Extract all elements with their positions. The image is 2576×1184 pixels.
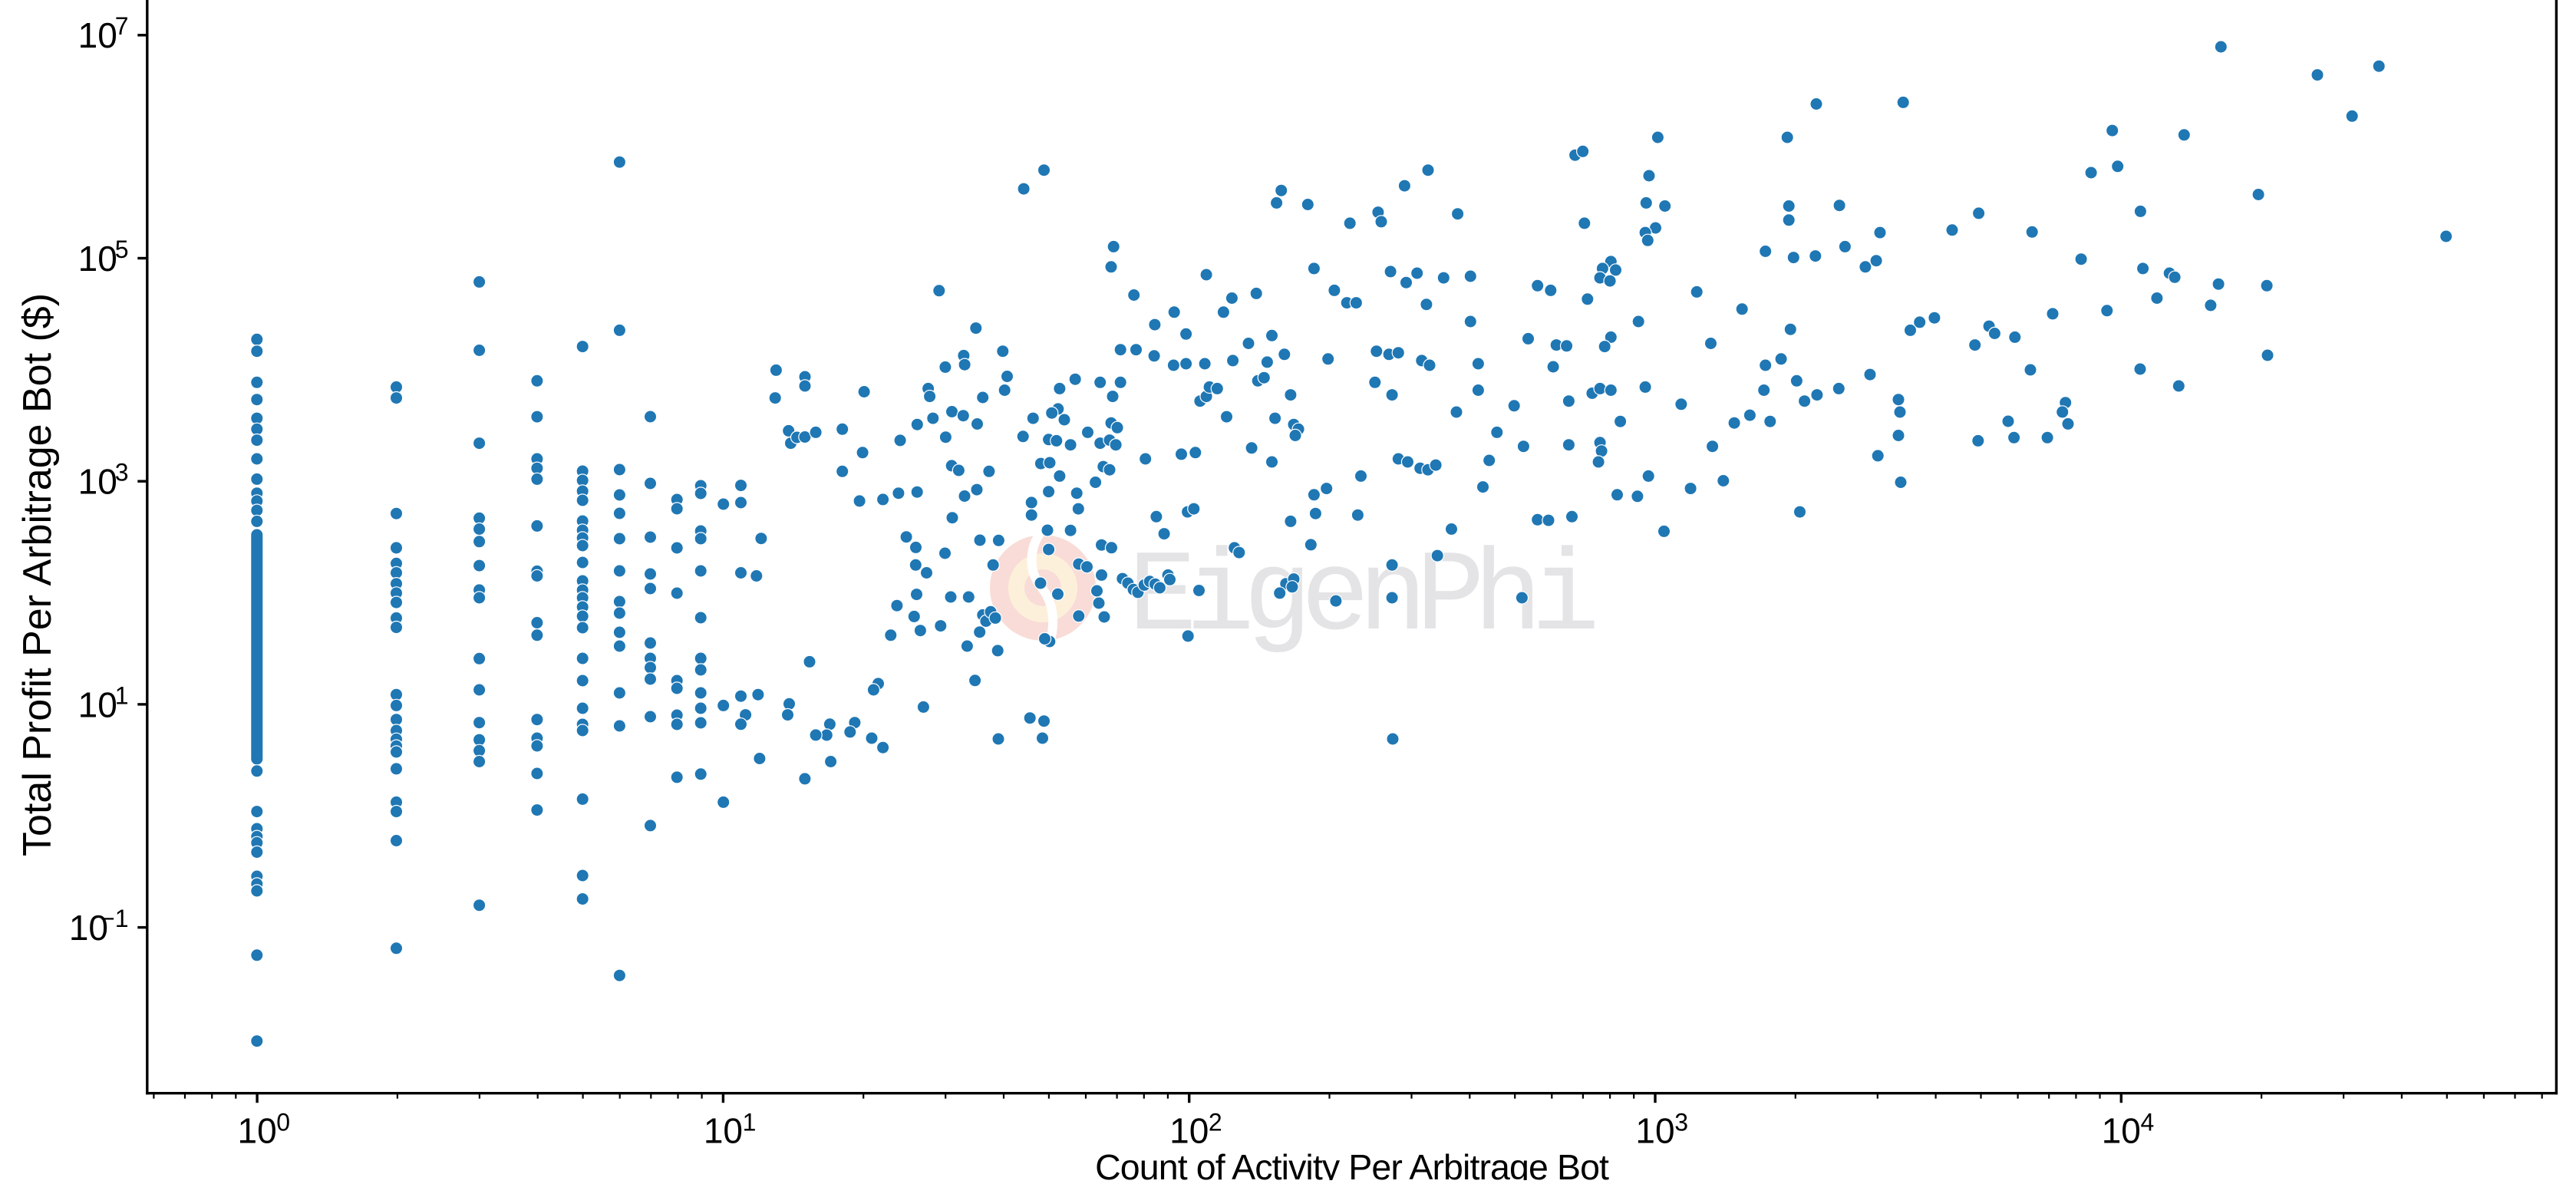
svg-text:10: 10 [2102,1110,2141,1150]
svg-text:0: 0 [276,1109,290,1136]
svg-text:3: 3 [115,459,129,486]
svg-text:Total Profit Per Arbitrage Bot: Total Profit Per Arbitrage Bot ($) [15,293,60,856]
svg-text:1: 1 [115,681,129,709]
svg-text:10: 10 [78,684,117,724]
svg-text:7: 7 [115,12,129,40]
svg-text:10: 10 [78,462,117,502]
svg-text:3: 3 [1674,1109,1688,1136]
svg-text:10: 10 [78,15,117,55]
svg-text:10: 10 [238,1110,277,1150]
svg-text:Count of Activity Per Arbitrag: Count of Activity Per Arbitrage Bot [1095,1147,1609,1180]
svg-text:5: 5 [115,236,129,263]
svg-text:2: 2 [1209,1109,1222,1136]
svg-text:10: 10 [78,239,117,279]
svg-text:1: 1 [743,1109,757,1136]
svg-text:4: 4 [2141,1109,2155,1136]
svg-text:10: 10 [69,908,108,948]
svg-text:−1: −1 [101,905,128,932]
svg-text:10: 10 [704,1110,743,1150]
svg-text:10: 10 [1635,1110,1674,1150]
svg-text:10: 10 [1169,1110,1209,1150]
